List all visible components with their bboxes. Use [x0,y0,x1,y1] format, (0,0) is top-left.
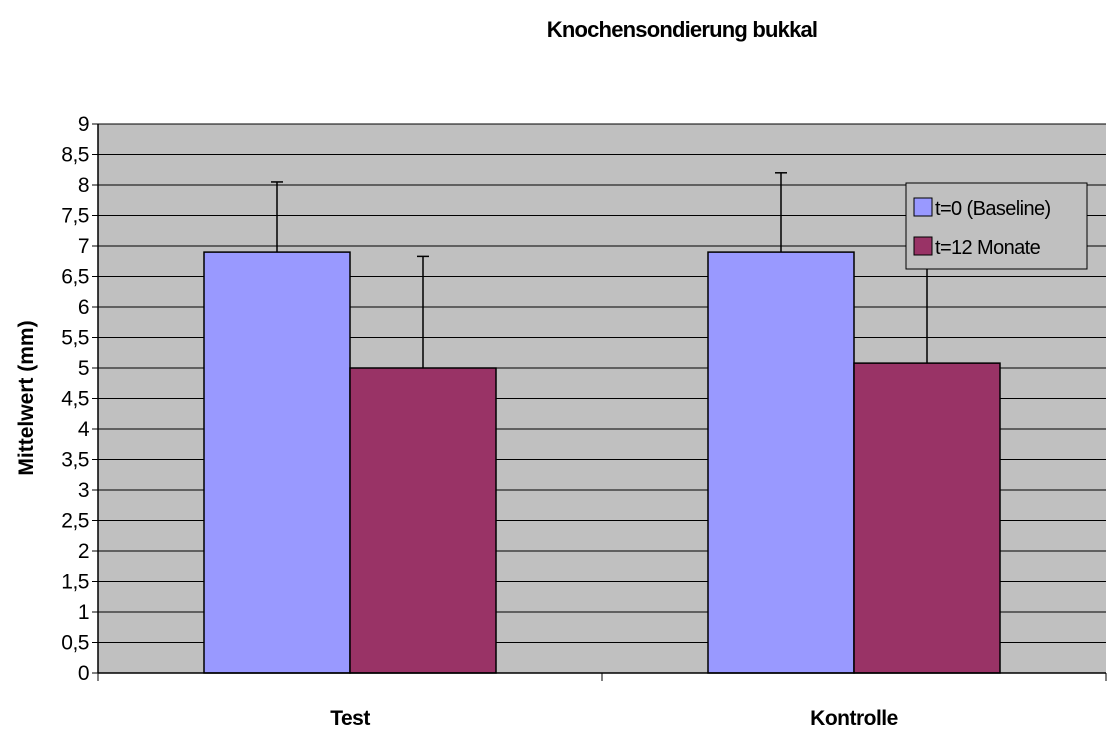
y-tick-label: 7,5 [61,205,89,228]
x-category-label: Test [330,707,370,730]
y-axis-ticks: 0 0,5 1 1,5 2 2,5 3 3,5 4 4,5 5 5,5 6 6,5 7 7,5 8 8,5 9 [61,113,98,685]
y-tick-label: 4,5 [61,388,89,411]
legend-label: t=12 Monate [935,237,1041,259]
bar-1-0 [707,251,855,674]
legend-swatch [913,236,933,256]
legend-box [905,182,1088,270]
y-tick-label: 3,5 [61,449,89,472]
y-tick-label: 1 [78,601,89,624]
y-tick-label: 6 [78,296,89,319]
bars [203,251,1001,674]
legend: t=0 (Baseline) t=12 Monate [905,182,1088,270]
x-axis-labels: Test Kontrolle [330,707,898,730]
error-bars [271,172,933,368]
y-tick-label: 0 [78,662,89,685]
x-category-label: Kontrolle [810,707,898,730]
y-tick-label: 4 [78,418,90,441]
y-tick-label: 2,5 [61,510,89,533]
y-tick-label: 7 [78,235,89,258]
legend-swatch [913,197,933,217]
y-tick-label: 8,5 [61,144,89,167]
y-tick-label: 9 [78,113,89,136]
bar-1-1 [853,362,1001,674]
chart-title: Knochensondierung bukkal [547,17,818,42]
legend-label: t=0 (Baseline) [935,198,1051,220]
axes [97,124,1107,681]
y-tick-label: 2 [78,540,89,563]
y-tick-label: 5,5 [61,327,89,350]
y-tick-label: 3 [78,479,89,502]
bar-0-0 [203,251,351,674]
y-axis-label: Mittelwert (mm) [15,320,38,475]
y-tick-label: 6,5 [61,266,89,289]
y-tick-label: 1,5 [61,571,89,594]
y-tick-label: 0,5 [61,632,89,655]
y-tick-label: 5 [78,357,89,380]
bar-0-1 [349,367,497,674]
y-tick-label: 8 [78,174,89,197]
